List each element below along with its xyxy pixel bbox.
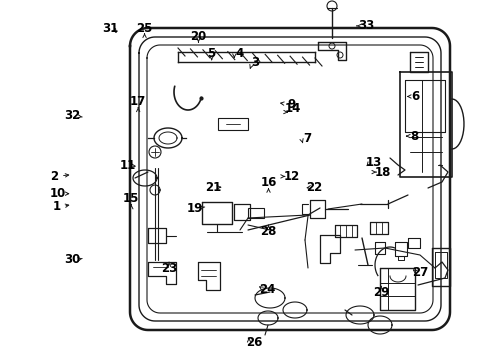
Text: 20: 20 (190, 30, 207, 42)
Text: 14: 14 (285, 102, 301, 115)
Text: 18: 18 (375, 166, 392, 179)
Bar (218, 118, 248, 130)
Text: 8: 8 (410, 130, 418, 143)
Bar (248, 208, 264, 218)
Text: 29: 29 (373, 286, 390, 299)
Text: 23: 23 (161, 262, 177, 275)
Text: 26: 26 (245, 336, 262, 349)
Text: 10: 10 (49, 187, 66, 200)
Text: 31: 31 (102, 22, 119, 35)
Text: 30: 30 (64, 253, 81, 266)
Text: 24: 24 (259, 283, 275, 296)
Text: 3: 3 (251, 57, 259, 69)
Text: 22: 22 (306, 181, 323, 194)
Text: 16: 16 (260, 176, 277, 189)
Text: 33: 33 (358, 19, 375, 32)
Text: 12: 12 (283, 170, 300, 183)
Text: 5: 5 (208, 47, 216, 60)
Text: 19: 19 (187, 202, 203, 215)
Text: 15: 15 (123, 192, 140, 205)
Text: 32: 32 (64, 109, 81, 122)
Text: 21: 21 (205, 181, 221, 194)
Text: 2: 2 (50, 170, 58, 183)
Text: 28: 28 (260, 225, 277, 238)
Text: 17: 17 (130, 95, 147, 108)
Text: 6: 6 (412, 90, 419, 103)
Text: 4: 4 (235, 47, 243, 60)
Text: 9: 9 (288, 98, 295, 111)
Text: 25: 25 (136, 22, 153, 35)
Text: 1: 1 (52, 201, 60, 213)
Text: 7: 7 (304, 132, 312, 145)
Text: 11: 11 (119, 159, 136, 172)
Text: 27: 27 (412, 266, 429, 279)
Text: 13: 13 (365, 156, 382, 169)
